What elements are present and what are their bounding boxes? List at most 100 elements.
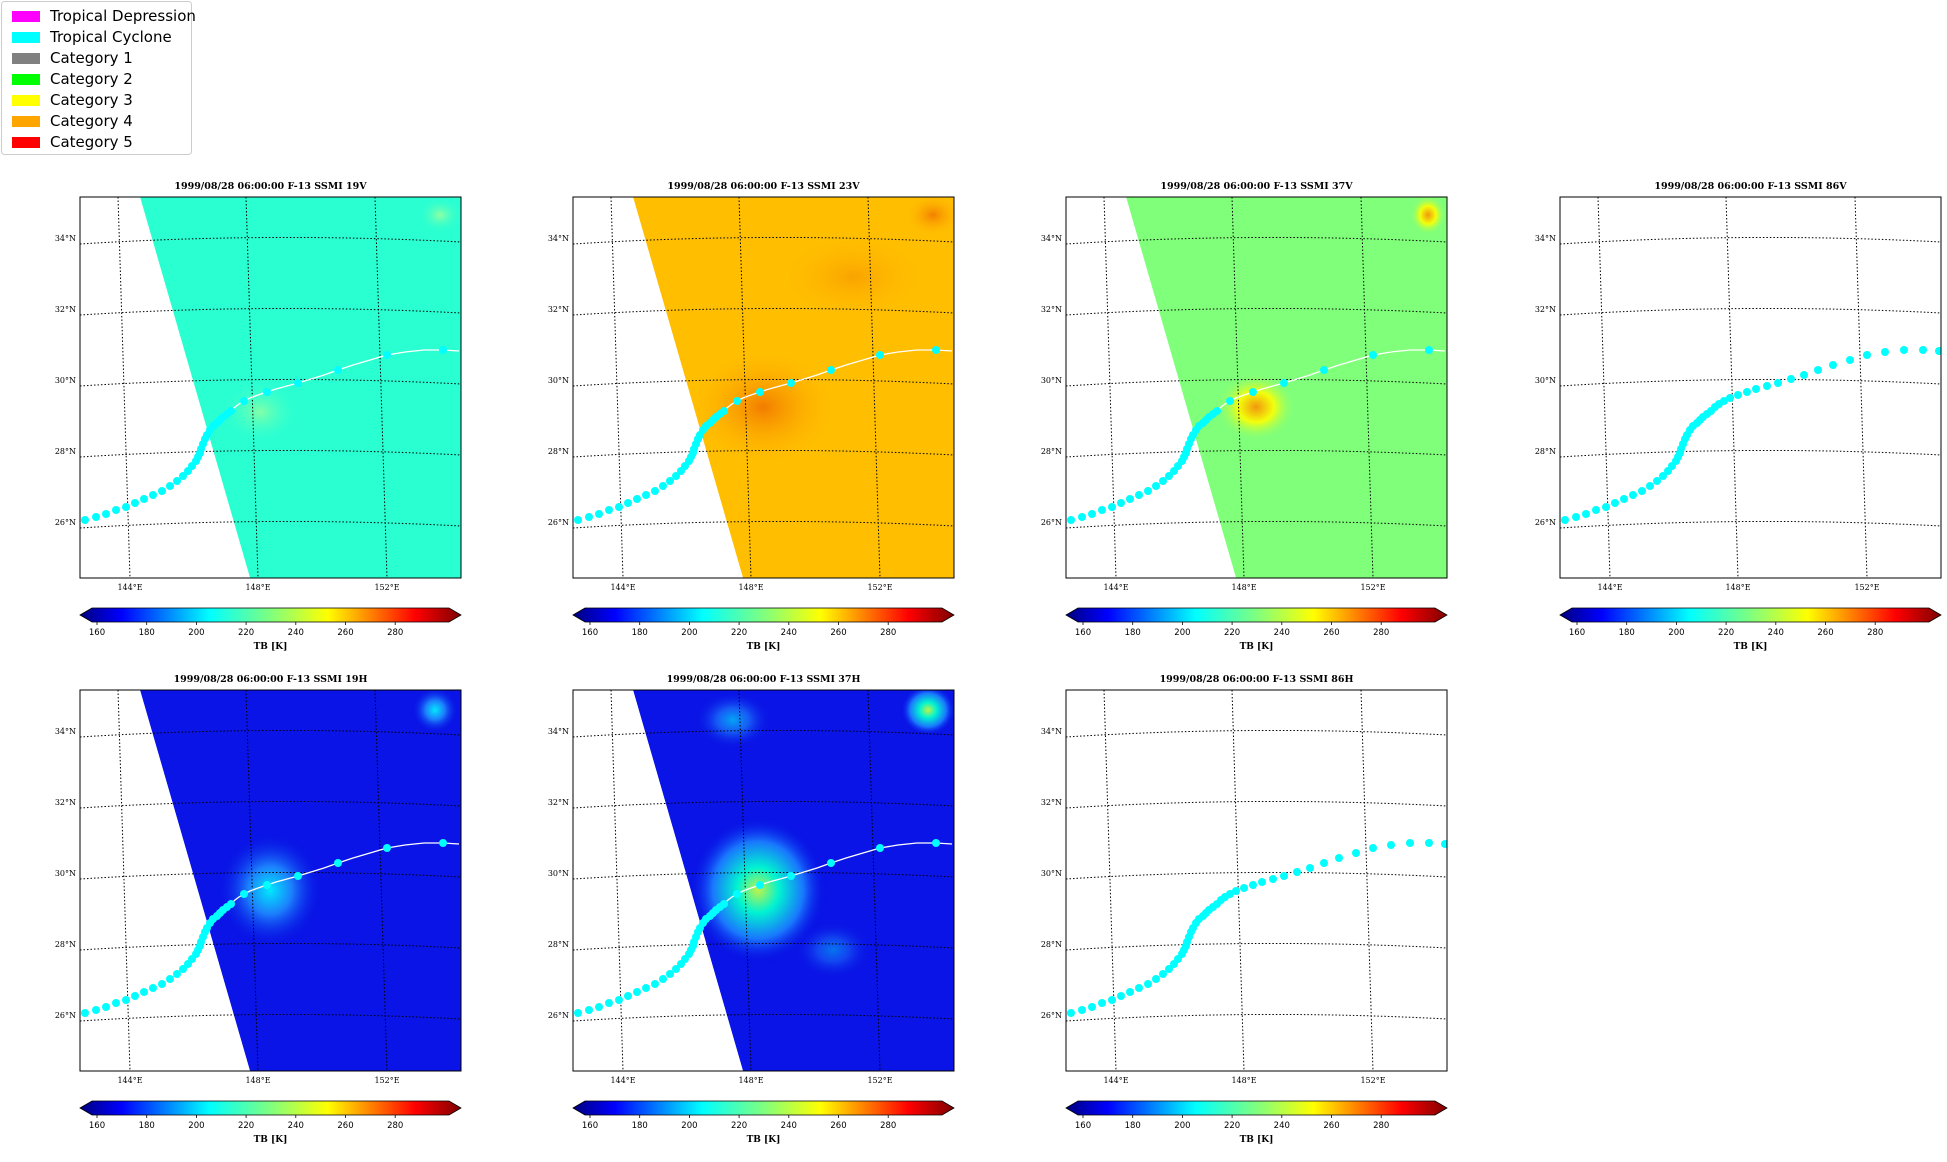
track-point (1144, 487, 1152, 495)
parallel-line (573, 307, 954, 316)
colorbar-tick-label: 260 (1817, 628, 1833, 638)
meridian-line (867, 690, 881, 1071)
track-point (1846, 356, 1854, 364)
panel-title: 1999/08/28 06:00:00 F-13 SSMI 86V (1654, 181, 1847, 192)
track-point (1659, 472, 1667, 480)
colorbar-bar (79, 607, 462, 623)
colorbar-tick-label: 240 (288, 1121, 304, 1131)
track-point (624, 499, 632, 507)
colorbar-tick-label: 160 (1569, 628, 1585, 638)
track-point (92, 1006, 100, 1014)
colorbar: 160 180 200 220 240 260 280 TB [K] (572, 1100, 955, 1145)
swath (1126, 197, 1447, 578)
track-point (787, 379, 795, 387)
colorbar-tick-label: 240 (781, 628, 797, 638)
track-point (1165, 472, 1173, 480)
parallel-line (1066, 520, 1447, 529)
track-point (1135, 984, 1143, 992)
parallel-line (1066, 729, 1447, 738)
track-point (1829, 361, 1837, 369)
parallel-line (80, 1013, 461, 1022)
lat-label: 28°N (55, 447, 76, 456)
track-point (642, 984, 650, 992)
lat-label: 34°N (548, 727, 569, 736)
colorbar-tick-label: 200 (188, 1121, 204, 1131)
lat-label: 32°N (548, 798, 569, 807)
parallel-line (80, 449, 461, 458)
map-panel: 1999/08/28 06:00:00 F-13 SSMI 23V 34°N 32°… (548, 181, 955, 652)
legend-swatch (12, 74, 40, 85)
track-point (633, 495, 641, 503)
meridian-line (610, 690, 624, 1071)
track-point (1919, 346, 1927, 354)
map-panel: 1999/08/28 06:00:00 F-13 SSMI 37V 34°N 32°… (1041, 181, 1448, 652)
map-frame (1065, 689, 1448, 1072)
panel-title: 1999/08/28 06:00:00 F-13 SSMI 19V (174, 181, 367, 192)
parallel-line (1066, 378, 1447, 387)
track-point (158, 487, 166, 495)
legend-swatch (12, 95, 40, 106)
colorbar-tick-label: 180 (1125, 1121, 1141, 1131)
track-point (624, 992, 632, 1000)
colorbar-tick-label: 260 (337, 628, 353, 638)
swath (140, 197, 461, 578)
colorbar-tick-label: 280 (1373, 1121, 1389, 1131)
legend-swatch (12, 137, 40, 148)
meridian-line (1231, 197, 1245, 578)
meridian-line (610, 197, 624, 578)
track-point (263, 881, 271, 889)
colorbar-tick-label: 240 (781, 1121, 797, 1131)
parallel-line (1066, 942, 1447, 951)
track-point (615, 503, 623, 511)
lat-label: 26°N (55, 518, 76, 527)
track-point (1335, 854, 1343, 862)
parallel-line (1560, 307, 1941, 316)
colorbar-label: TB [K] (1240, 642, 1274, 652)
track-point (1620, 495, 1628, 503)
warm-spot (900, 690, 954, 736)
map-frame (79, 196, 462, 579)
lat-label: 32°N (1041, 305, 1062, 314)
track-point (1572, 513, 1580, 521)
track-point (1067, 1009, 1075, 1017)
track-point (1629, 491, 1637, 499)
track-point (1935, 347, 1941, 355)
track-point (876, 351, 884, 359)
colorbar-bar (1065, 1100, 1448, 1116)
map-background (1066, 690, 1447, 1071)
lat-label: 30°N (548, 869, 569, 878)
meridian-line (245, 690, 259, 1071)
panel-title: 1999/08/28 06:00:00 F-13 SSMI 37V (1160, 181, 1353, 192)
colorbar: 160 180 200 220 240 260 280 TB [K] (79, 607, 462, 652)
track-point (334, 859, 342, 867)
colorbar-tick-label: 200 (1174, 1121, 1190, 1131)
colorbar-tick-label: 280 (387, 1121, 403, 1131)
parallel-line (573, 942, 954, 951)
track-point (131, 499, 139, 507)
warm-spot (1410, 197, 1446, 235)
track-point (1582, 510, 1590, 518)
lat-label: 26°N (548, 518, 569, 527)
meridian-line (867, 197, 881, 578)
colorbar-tick-label: 240 (1768, 628, 1784, 638)
lon-label: 148°E (738, 583, 763, 592)
track-point (1226, 397, 1234, 405)
track-point (733, 397, 741, 405)
lon-label: 148°E (1231, 583, 1256, 592)
lat-label: 30°N (55, 376, 76, 385)
lon-label: 152°E (867, 1076, 892, 1085)
colorbar-tick-label: 240 (1274, 628, 1290, 638)
track-point (642, 491, 650, 499)
lat-label: 32°N (55, 305, 76, 314)
colorbar-tick-label: 220 (731, 1121, 747, 1131)
colorbar-tick-label: 240 (288, 628, 304, 638)
map-area (1066, 690, 1447, 1071)
meridian-line (1360, 690, 1374, 1071)
track-point (131, 992, 139, 1000)
track-point (179, 965, 187, 973)
colorbar-tick-label: 220 (238, 628, 254, 638)
parallel-line (573, 520, 954, 529)
colorbar-tick-label: 160 (582, 628, 598, 638)
map-area (80, 197, 461, 578)
parallel-line (80, 942, 461, 951)
